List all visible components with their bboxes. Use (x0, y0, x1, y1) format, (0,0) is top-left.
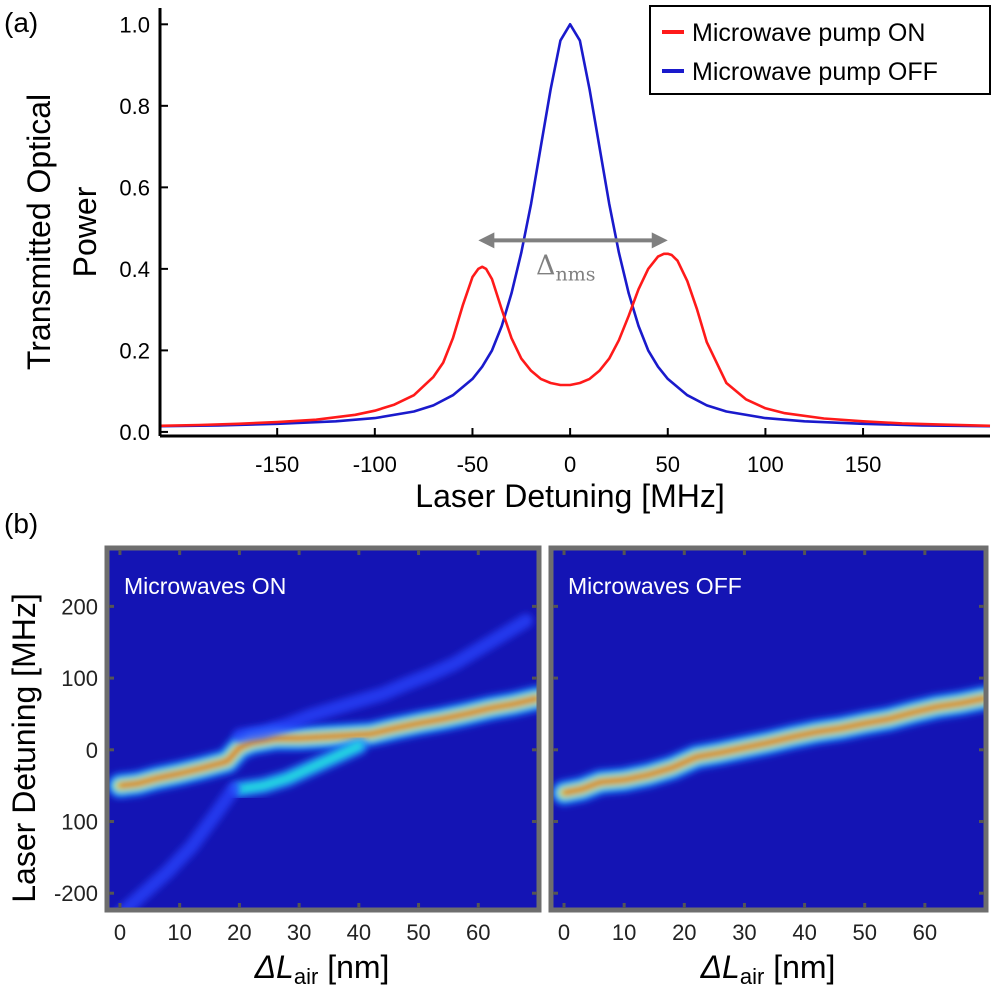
heatmap-on-traces (108, 613, 538, 909)
heatmap-trace-1 (230, 737, 368, 799)
hm-x-tick-label: 60 (466, 920, 490, 945)
y-tick-label: 0.8 (119, 94, 150, 119)
x-tick-label: 100 (747, 452, 784, 477)
y-tick-label: 0.4 (119, 257, 150, 282)
trace-faint (115, 782, 241, 909)
heatmap-microwaves-on: 0 10 20 30 40 50 60 200 100 0 100 -200 Microwaves O… (54, 545, 542, 945)
line-chart-ticks: -150 -100 -50 0 50 100 150 0.0 0.2 0.4 0.6 0.8 1.0 (119, 12, 881, 477)
x-tick-label: 150 (845, 452, 882, 477)
heatmap-on-ticks: 0 10 20 30 40 50 60 200 100 0 100 -200 (54, 550, 537, 945)
heatmap-off-background (552, 549, 985, 909)
hm-x-tick-label: 20 (672, 920, 696, 945)
x-tick-label: 50 (656, 452, 680, 477)
hm-x-tick-label: 10 (612, 920, 636, 945)
nms-arrow-head-right (651, 232, 668, 249)
heatmap-trace-3 (115, 782, 241, 909)
legend-box (649, 5, 991, 95)
hm-x-tick-label: 60 (913, 920, 937, 945)
line-series-pump-off (159, 22, 991, 428)
trace-core (561, 695, 985, 796)
hm-x-tick-label: 50 (852, 920, 876, 945)
hm-x-tick-label: 30 (287, 920, 311, 945)
hm-x-tick-label: 40 (792, 920, 816, 945)
hm-y-tick-label: 0 (86, 738, 98, 763)
x-tick-label: -150 (255, 452, 299, 477)
panel-label-b: (b) (4, 508, 38, 539)
hm-y-tick-label: 100 (61, 810, 98, 835)
heatmap-trace-0 (552, 685, 985, 806)
hm-y-tick-label: 100 (61, 666, 98, 691)
legend: Microwave pump ON Microwave pump OFF (649, 5, 991, 95)
line-chart-y-title-line1: Transmitted Optical (21, 94, 57, 370)
hm-x-tick-label: 10 (167, 920, 191, 945)
y-tick-label: 0.6 (119, 175, 150, 200)
heatmap-on-x-title-unit: [nm] (318, 949, 389, 985)
line-chart-x-title: Laser Detuning [MHz] (415, 478, 724, 514)
nms-delta: Δ (536, 250, 556, 281)
heatmap-off-x-title: ΔLair [nm] (700, 949, 836, 989)
nms-annotation: Δnms (478, 232, 668, 285)
trace-core (117, 695, 538, 789)
heatmap-on-title: Microwaves ON (124, 573, 286, 599)
nms-arrow-head-left (478, 232, 495, 249)
trace-cyan (234, 741, 364, 794)
heatmap-off-ticks: 0 10 20 30 40 50 60 (553, 550, 984, 945)
x-tick-label: 0 (564, 452, 576, 477)
heatmap-microwaves-off: 0 10 20 30 40 50 60 Microwaves OFF (548, 545, 989, 945)
y-tick-label: 0.2 (119, 338, 150, 363)
y-tick-label: 0.0 (119, 420, 150, 445)
heatmap-y-title: Laser Detuning [MHz] (6, 593, 42, 902)
hm-x-tick-label: 20 (227, 920, 251, 945)
heatmap-on-x-title: ΔLair [nm] (254, 949, 390, 989)
x-tick-label: -100 (353, 452, 397, 477)
legend-label-on: Microwave pump ON (692, 19, 925, 47)
hm-y-tick-label: -200 (54, 881, 98, 906)
heatmap-trace-0 (108, 685, 538, 799)
nms-annotation-text: Δnms (536, 250, 596, 285)
line-series-pump-on (159, 252, 991, 428)
hm-y-tick-label: 200 (61, 594, 98, 619)
heatmap-on-x-title-sub: air (294, 964, 318, 989)
line-chart: -150 -100 -50 0 50 100 150 0.0 0.2 0.4 0.6 0.8 1.0 Δ… (21, 5, 991, 514)
panel-label-a: (a) (4, 7, 38, 38)
hm-x-tick-label: 0 (558, 920, 570, 945)
y-tick-label: 1.0 (119, 12, 150, 37)
hm-x-tick-label: 40 (347, 920, 371, 945)
heatmap-on-x-title-main: ΔL (254, 949, 294, 985)
heatmap-off-frame (548, 545, 989, 913)
heatmap-on-frame (104, 545, 542, 913)
heatmap-off-title: Microwaves OFF (568, 573, 742, 599)
nms-subscript: nms (556, 263, 596, 285)
line-series-group (159, 22, 991, 428)
heatmap-off-x-title-main: ΔL (700, 949, 740, 985)
heatmap-off-x-title-sub: air (740, 964, 764, 989)
hm-x-tick-label: 50 (406, 920, 430, 945)
x-tick-label: -50 (457, 452, 489, 477)
legend-label-off: Microwave pump OFF (692, 58, 938, 86)
hm-x-tick-label: 30 (732, 920, 756, 945)
line-chart-y-title-line2: Power (67, 186, 103, 277)
hm-x-tick-label: 0 (114, 920, 126, 945)
trace-faint (232, 613, 534, 743)
heatmap-off-traces (552, 685, 985, 806)
heatmap-trace-2 (232, 613, 534, 743)
heatmap-off-x-title-unit: [nm] (764, 949, 835, 985)
